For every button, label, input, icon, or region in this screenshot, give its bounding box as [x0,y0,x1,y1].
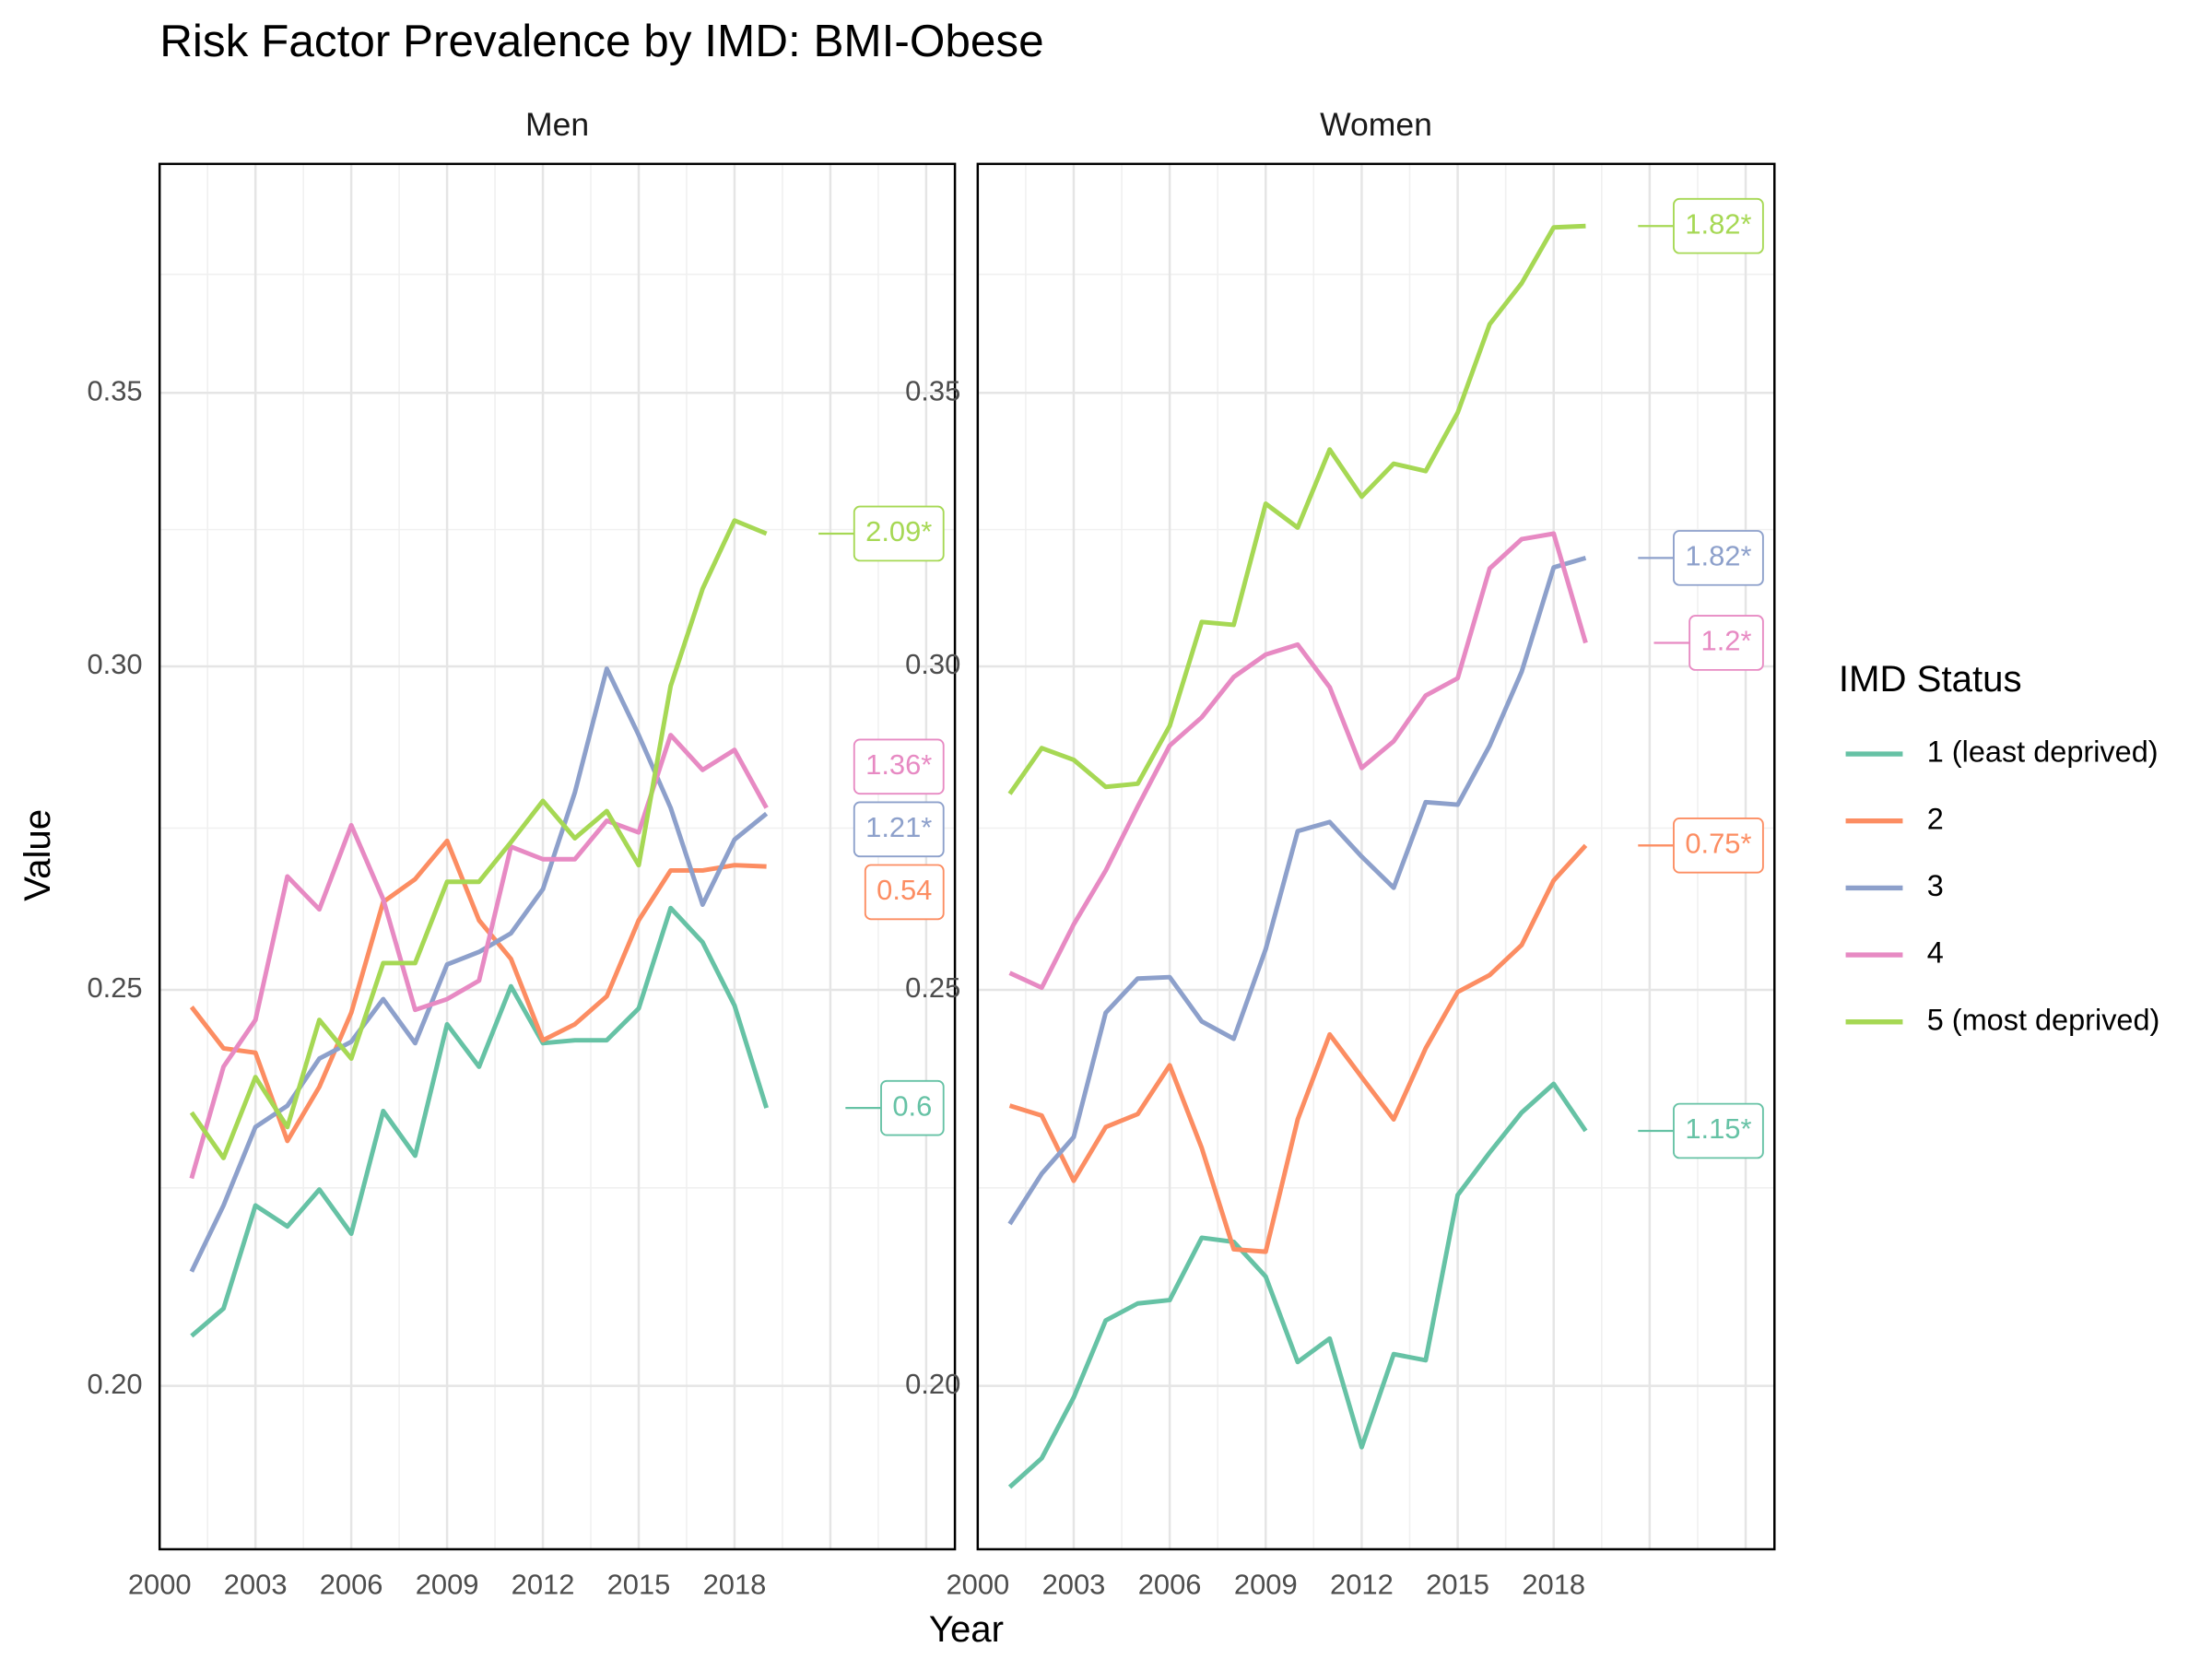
panel-border [158,162,957,1551]
panel-border [976,162,1776,1551]
y-tick-label: 0.25 [87,971,142,1004]
x-tick-label: 2015 [607,1568,671,1600]
end-label-box [864,864,945,921]
end-label: 2.09* [818,505,945,562]
end-label-text: 2.09* [865,515,932,547]
end-label: 1.82* [1638,530,1764,586]
end-label-text: 1.82* [1685,540,1751,572]
y-tick-label: 0.35 [87,374,142,406]
x-axis-title: Year [929,1608,1004,1650]
facet-title: Women [1320,106,1432,143]
end-label-text: 0.54 [877,874,932,906]
y-tick-label: 0.35 [905,374,960,406]
end-label-text: 0.75* [1685,827,1751,859]
series-line [190,905,769,1338]
x-tick-label: 2006 [320,1568,383,1600]
legend-label: 4 [1927,936,1944,970]
legend-label: 5 (most deprived) [1927,1003,2160,1036]
x-tick-label: 2000 [128,1568,192,1600]
end-label: 1.15* [1638,1102,1764,1159]
end-label-text: 1.2* [1701,625,1752,657]
end-label: 0.54 [864,864,945,921]
end-label-text: 0.6 [892,1089,932,1122]
end-label: 1.21* [853,801,945,858]
series-line [1007,556,1587,1226]
y-tick-label: 0.30 [905,648,960,680]
y-tick-label: 0.30 [87,648,142,680]
series-line [189,838,767,1144]
series-line [1008,843,1588,1254]
x-tick-label: 2009 [416,1568,479,1600]
series-line [189,666,769,1273]
x-tick-label: 2003 [224,1568,288,1600]
x-tick-label: 2018 [1522,1568,1585,1600]
series-line [1007,1081,1588,1489]
end-label: 1.82* [1638,197,1764,254]
x-tick-label: 2003 [1042,1568,1106,1600]
chart-title: Risk Factor Prevalence by IMD: BMI-Obese [159,16,1043,66]
end-label-text: 1.15* [1685,1112,1751,1145]
legend-label: 1 (least deprived) [1927,735,2159,769]
end-label: 1.36* [853,738,945,795]
end-label: 0.75* [1638,817,1764,874]
y-tick-label: 0.20 [87,1368,142,1400]
x-tick-label: 2012 [1330,1568,1394,1600]
end-label-text: 1.82* [1685,207,1751,240]
x-tick-label: 2009 [1234,1568,1298,1600]
x-tick-label: 2018 [703,1568,767,1600]
legend-label: 2 [1927,802,1944,835]
series-line [189,733,769,1180]
legend-label: 3 [1927,869,1944,902]
end-label-text: 1.21* [865,811,932,843]
x-tick-label: 2012 [512,1568,575,1600]
end-label: 0.6 [845,1079,945,1136]
series-line [1008,531,1588,991]
x-tick-label: 2006 [1138,1568,1202,1600]
end-label: 1.2* [1653,615,1764,671]
end-label-box [853,801,945,858]
x-tick-label: 2000 [946,1568,1009,1600]
legend-title: IMD Status [1839,658,2022,700]
y-tick-label: 0.25 [905,971,960,1004]
series-line [1007,223,1586,795]
facet-title: Men [525,106,589,143]
series-line [189,518,768,1160]
x-tick-label: 2015 [1426,1568,1489,1600]
end-label-text: 1.36* [865,748,932,781]
end-label-box [853,738,945,795]
y-axis-title: Value [17,809,58,901]
y-tick-label: 0.20 [905,1368,960,1400]
